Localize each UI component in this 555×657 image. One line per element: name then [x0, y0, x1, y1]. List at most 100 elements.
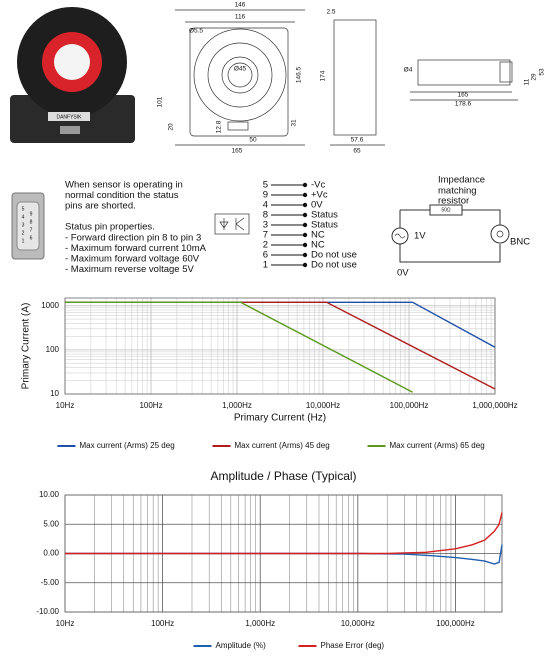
series-line [65, 544, 503, 565]
dimension: 2.5 [326, 9, 335, 16]
x-tick-label: 100,000Hz [390, 401, 429, 410]
pin-label: NC [311, 230, 325, 241]
status-item: - Forward direction pin 8 to pin 3 [65, 233, 201, 244]
x-tick-label: 10Hz [56, 401, 75, 410]
x-tick-label: 100Hz [139, 401, 162, 410]
x-tick-label: 10,000Hz [341, 619, 375, 628]
pin-label: Do not use [311, 250, 357, 261]
logo: DANFYSIK [56, 114, 82, 120]
y-tick-label: 100 [46, 345, 60, 354]
pin-number: 3 [263, 220, 268, 231]
y-tick-label: 5.00 [43, 519, 59, 528]
connector-pin: 2 [22, 230, 25, 236]
series-line [65, 301, 413, 393]
optocoupler-symbol [214, 213, 250, 235]
pin-dot [302, 262, 308, 268]
connector-pin: 7 [30, 227, 33, 233]
plot-frame [64, 297, 496, 395]
pin-list: 5 -Vc 9 +Vc 4 0V 8 Status 3 Status 7 NC 2 NC 6 Do not u… [263, 180, 357, 271]
legend-label: Max current (Arms) 65 deg [390, 441, 485, 450]
status-intro: pins are shorted. [65, 201, 136, 212]
pin-label: -Vc [311, 180, 326, 191]
dimension: 31 [291, 119, 298, 127]
circuit-title: matching [438, 186, 477, 197]
pin-number: 9 [263, 190, 268, 201]
pin-dot [302, 222, 308, 228]
dimension: 29 [531, 73, 538, 81]
pin-label: Status [311, 210, 338, 221]
y-tick-label: -10.00 [36, 607, 59, 616]
dimension: Ø5.5 [189, 28, 203, 35]
series-line [65, 512, 503, 555]
pin-number: 6 [263, 250, 268, 261]
pin-label: Status [311, 220, 338, 231]
y-tick-label: 10.00 [39, 490, 60, 499]
dimension: 20 [168, 123, 175, 131]
series-line [65, 301, 496, 390]
pin-label: NC [311, 240, 325, 251]
status-heading: Status pin properties. [65, 222, 155, 233]
dimension: 101 [157, 96, 164, 107]
dimension: 50 [249, 137, 257, 144]
status-intro: normal condition the status [65, 190, 179, 201]
dimension: 165 [232, 148, 243, 155]
y-tick-label: 1000 [41, 301, 59, 310]
status-item: - Maximum forward current 10mA [65, 243, 207, 254]
connector-pin: 8 [30, 219, 33, 225]
y-tick-label: -5.00 [41, 578, 60, 587]
product-photo: DANFYSIK [10, 7, 135, 143]
x-tick-label: 10Hz [56, 619, 75, 628]
dimension: 12.8 [216, 120, 223, 133]
x-tick-label: 10,000Hz [306, 401, 340, 410]
connector-pin: 6 [30, 235, 33, 241]
legend-label: Max current (Arms) 25 deg [80, 441, 175, 450]
x-tick-label: 1,000Hz [222, 401, 252, 410]
pin-number: 7 [263, 230, 268, 241]
dimension: 11 [524, 78, 531, 85]
status-intro: When sensor is operating in [65, 180, 183, 191]
dimension: 116 [235, 14, 246, 21]
pin-dot [302, 242, 308, 248]
connector-pin: 4 [22, 214, 25, 220]
chart-title: Amplitude / Phase (Typical) [210, 469, 356, 483]
dimension: 57.6 [351, 137, 364, 144]
pin-number: 8 [263, 210, 268, 221]
y-axis-label: Primary Current (A) [21, 303, 32, 390]
connector-pin: 9 [30, 211, 33, 217]
connector: 9 8 7 6 5 4 3 2 1 [11, 192, 45, 260]
pin-dot [302, 232, 308, 238]
pin-dot [302, 202, 308, 208]
y-tick-label: 10 [50, 389, 59, 398]
output-label: BNC [510, 237, 530, 248]
dimension: Ø45 [234, 66, 247, 73]
pin-dot [302, 252, 308, 258]
pin-number: 5 [263, 180, 268, 191]
dimension: 53 [539, 68, 546, 76]
circuit-title: Impedance [438, 175, 485, 186]
connector-pin: 5 [22, 206, 25, 212]
resistor-label: 50Ω [441, 207, 451, 213]
x-tick-label: 100Hz [151, 619, 174, 628]
pin-label: Do not use [311, 260, 357, 271]
dimension: 146 [235, 2, 246, 9]
connector-pin: 3 [22, 222, 25, 228]
pin-label: 0V [311, 200, 323, 211]
circuit-title: resistor [438, 196, 469, 207]
status-item: - Maximum forward voltage 60V [65, 254, 200, 265]
pin-number: 1 [263, 260, 268, 271]
ground-label: 0V [397, 268, 409, 279]
pin-label: +Vc [311, 190, 328, 201]
pin-dot [302, 212, 308, 218]
pin-dot [302, 192, 308, 198]
x-tick-label: 100,000Hz [436, 619, 475, 628]
charts: 10Hz 100Hz 1,000Hz 10,000Hz 100,000Hz 1,000,0… [21, 297, 518, 650]
dimension: Ø4 [404, 67, 413, 74]
dimension: 146.5 [296, 66, 303, 83]
dimension: 165 [458, 92, 469, 99]
connector-pin: 1 [22, 238, 25, 244]
pin-number: 4 [263, 200, 268, 211]
circuit: Impedance matching resistor 50Ω 1V 0V BN… [391, 175, 530, 279]
legend-label: Phase Error (deg) [321, 641, 385, 650]
dimension: 178.6 [455, 101, 472, 108]
